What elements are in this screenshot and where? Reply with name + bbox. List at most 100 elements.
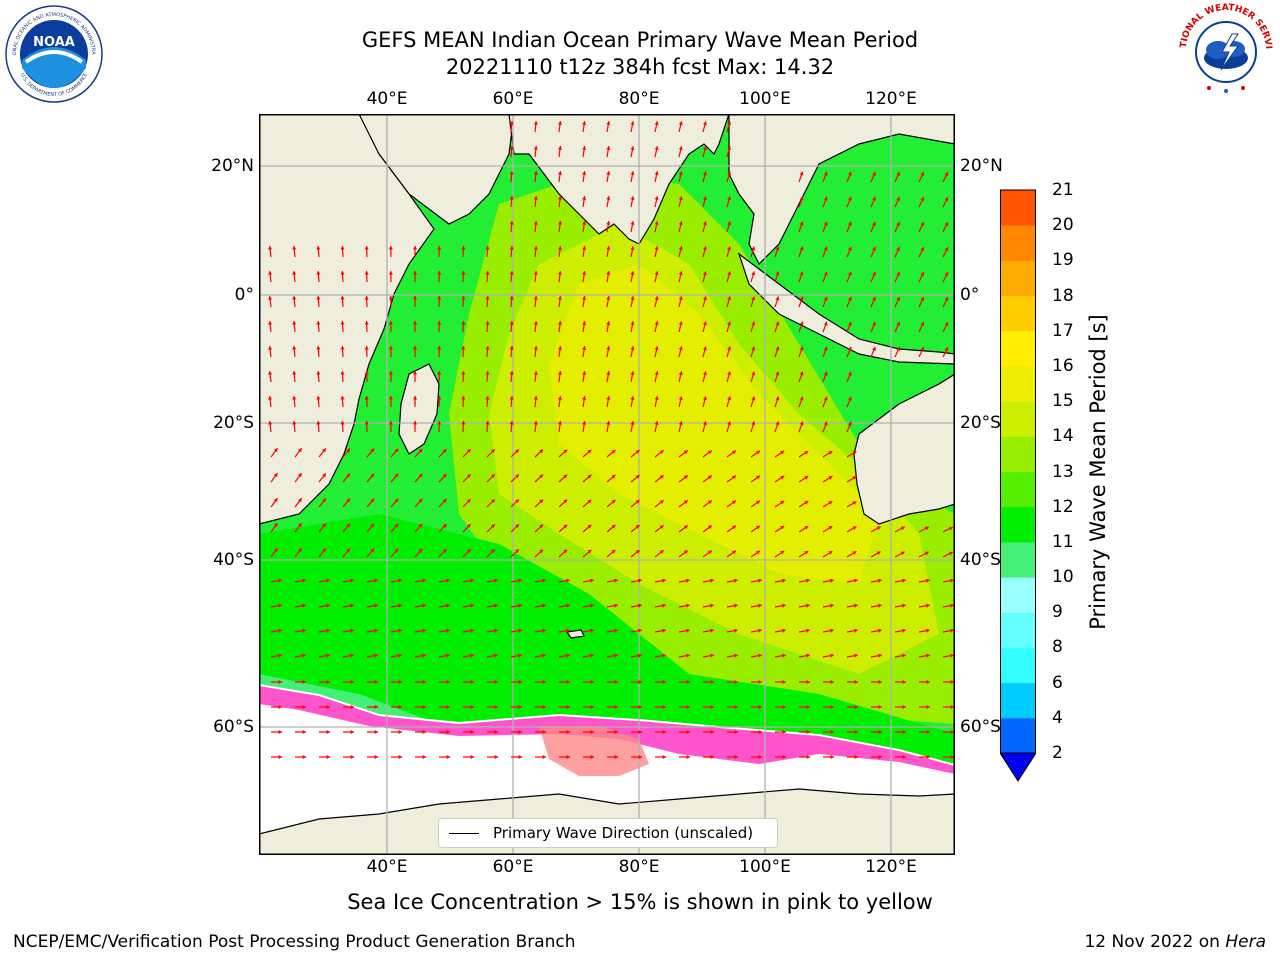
footer-credit: NCEP/EMC/Verification Post Processing Pr… xyxy=(13,932,576,952)
wave-arrow-head xyxy=(340,271,345,275)
wave-arrow-head xyxy=(611,524,616,529)
wave-arrow-head xyxy=(346,548,350,553)
wave-arrow-head xyxy=(326,628,330,633)
wave-arrow-head xyxy=(370,523,375,528)
wave-arrow-head xyxy=(278,704,282,710)
wave-arrow-head xyxy=(566,628,570,633)
wave-arrow-head xyxy=(806,578,810,583)
sea-ice-high-concentration xyxy=(539,726,649,776)
wave-arrow-head xyxy=(418,473,423,478)
wave-arrow-head xyxy=(518,754,522,760)
wave-arrow-head xyxy=(316,421,321,425)
wave-arrow-head xyxy=(847,196,852,201)
colorbar-tick-label: 21 xyxy=(1052,180,1074,200)
colorbar-frame xyxy=(1000,189,1036,754)
colorbar-tick-label: 12 xyxy=(1052,496,1074,517)
wave-arrow-head xyxy=(398,679,402,685)
wave-arrow-head xyxy=(302,679,306,685)
wave-arrow-head xyxy=(902,729,906,735)
wave-arrow-head xyxy=(758,628,762,633)
wave-arrow-head xyxy=(734,603,738,608)
wave-arrow-head xyxy=(326,578,330,583)
wave-arrow-head xyxy=(678,396,683,401)
wave-arrow-head xyxy=(920,247,925,252)
wave-arrow-head xyxy=(412,321,418,325)
wave-arrow-head xyxy=(515,449,519,454)
lon-tick-top-120e: 120°E xyxy=(865,89,917,109)
wave-arrow-head xyxy=(466,449,471,454)
wave-arrow-head xyxy=(638,628,642,633)
wave-arrow-head xyxy=(731,450,736,455)
wave-arrow-head xyxy=(533,346,538,350)
wave-arrow-head xyxy=(364,271,369,275)
wave-arrow-head xyxy=(566,578,570,583)
wave-arrow-head xyxy=(775,246,780,251)
wave-arrow-head xyxy=(533,396,538,400)
wave-arrow-head xyxy=(446,628,450,633)
wave-arrow-head xyxy=(418,498,423,503)
wave-arrow-head xyxy=(751,271,756,276)
wave-arrow-head xyxy=(683,450,688,455)
wave-arrow-head xyxy=(582,121,587,125)
wave-arrow-head xyxy=(494,603,498,608)
wave-arrow-head xyxy=(388,271,393,275)
wave-arrow-head xyxy=(944,272,949,277)
wave-arrow-head xyxy=(606,196,611,200)
wave-arrow-head xyxy=(582,271,587,275)
wave-arrow-head xyxy=(751,296,756,301)
colorbar-tick-label: 11 xyxy=(1052,531,1074,552)
wave-arrow-head xyxy=(756,475,761,480)
wave-arrow-head xyxy=(557,121,563,125)
lat-tick-right-20n: 20°N xyxy=(960,156,1003,176)
wave-arrow-head xyxy=(422,653,426,658)
wave-arrow-head xyxy=(316,396,321,400)
wave-arrow-head xyxy=(896,296,900,301)
wave-arrow-head xyxy=(606,371,611,375)
wave-arrow-head xyxy=(852,501,857,505)
wave-arrow-head xyxy=(606,421,611,425)
wave-arrow-head xyxy=(485,246,490,250)
wave-arrow-head xyxy=(422,578,426,583)
wave-arrow-head xyxy=(388,296,393,300)
wave-arrow-head xyxy=(758,729,762,735)
wave-arrow-head xyxy=(830,679,834,685)
wave-arrow-head xyxy=(461,371,466,375)
wave-arrow-head xyxy=(388,246,393,250)
wave-arrow-head xyxy=(806,603,810,608)
wave-arrow-head xyxy=(557,171,563,175)
wave-arrow-head xyxy=(926,603,930,608)
wave-arrow-head xyxy=(606,146,611,150)
wave-arrow-head xyxy=(710,754,714,760)
wave-arrow-head xyxy=(470,628,474,633)
wave-arrow-head xyxy=(662,603,666,608)
wave-arrow-head xyxy=(727,421,732,426)
wave-arrow-head xyxy=(654,346,659,351)
wave-arrow-head xyxy=(563,449,568,454)
wave-arrow-head xyxy=(268,346,273,350)
wave-arrow-head xyxy=(322,473,326,478)
wave-arrow-head xyxy=(823,171,828,176)
wave-arrow-head xyxy=(614,754,618,760)
wave-arrow-head xyxy=(322,448,326,453)
wave-arrow-head xyxy=(944,222,949,227)
wave-arrow-head xyxy=(466,499,471,504)
lat-tick-right-60s: 60°S xyxy=(960,717,1001,737)
wave-arrow-head xyxy=(494,704,498,710)
wave-arrow-head xyxy=(896,171,900,176)
wave-arrow-head xyxy=(566,754,570,760)
wave-arrow-head xyxy=(533,121,538,125)
lon-tick-top-60e: 60°E xyxy=(492,89,534,109)
wave-arrow-head xyxy=(662,679,666,685)
wave-arrow-head xyxy=(686,704,690,710)
wave-arrow-head xyxy=(350,729,354,735)
wave-arrow-head xyxy=(654,196,659,201)
wave-arrow-head xyxy=(316,296,321,300)
wave-arrow-head xyxy=(350,578,354,583)
wave-arrow-head xyxy=(364,321,369,325)
wave-arrow-head xyxy=(340,246,345,250)
wave-arrow-head xyxy=(707,550,712,555)
wave-arrow-head xyxy=(799,296,804,301)
wave-arrow-head xyxy=(374,653,378,658)
wave-arrow-head xyxy=(799,346,804,351)
colorbar-tick-label: 2 xyxy=(1052,743,1063,763)
